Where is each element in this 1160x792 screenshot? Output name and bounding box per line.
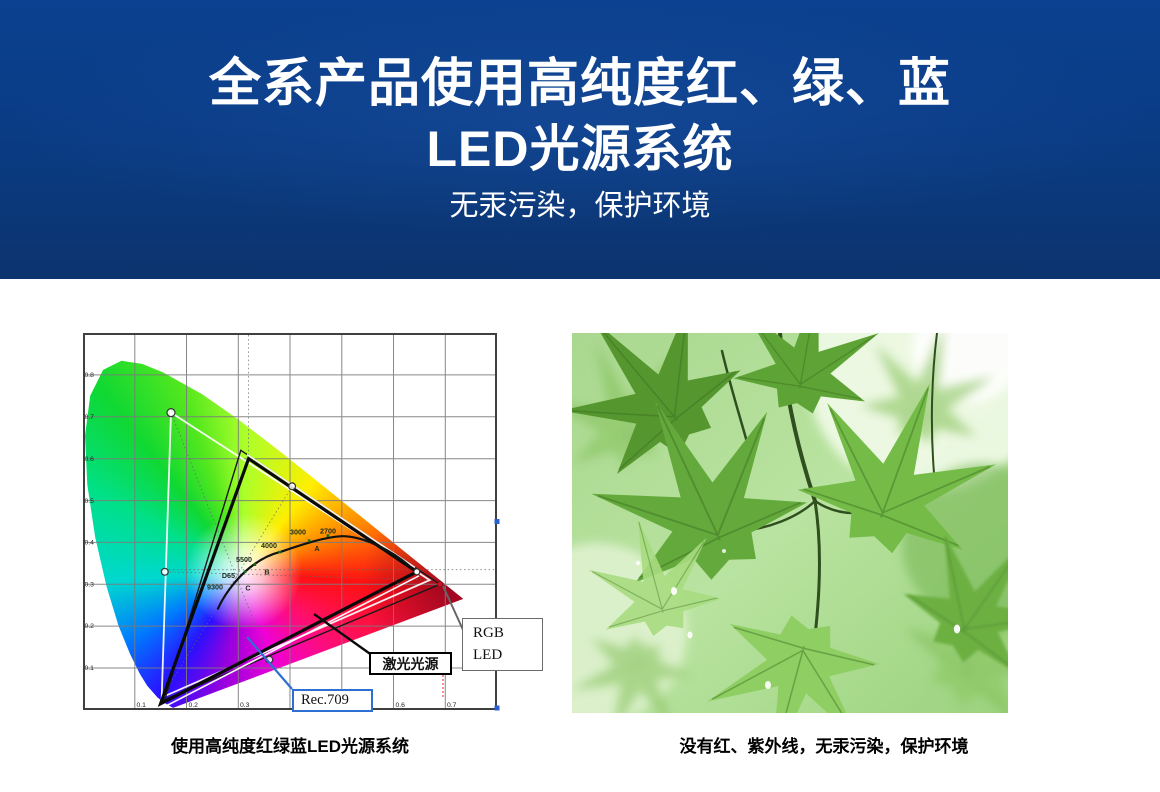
rgb-led-label-line2: LED bbox=[473, 646, 503, 663]
x-tick: 0.2 bbox=[189, 702, 199, 709]
curve-label: B bbox=[264, 568, 269, 577]
curve-label: D65 bbox=[222, 571, 235, 580]
curve-label: A bbox=[314, 544, 319, 553]
water-drop bbox=[722, 549, 726, 553]
construction-dashed-lines bbox=[160, 335, 497, 698]
y-tick: 0.2 bbox=[85, 623, 95, 630]
curve-label: 9300 bbox=[207, 583, 223, 592]
marker-green-vertex bbox=[166, 407, 176, 418]
laser-source-label-box: 激光光源 bbox=[369, 652, 452, 675]
y-tick: 0.6 bbox=[85, 456, 95, 463]
marker-left-edge bbox=[160, 567, 169, 576]
marker-rgb-red-vertex bbox=[436, 581, 444, 588]
x-tick: 0.1 bbox=[137, 702, 147, 709]
selection-handle-corner bbox=[494, 705, 500, 711]
water-drop bbox=[671, 587, 677, 595]
page-subtitle: 无汞污染，保护环境 bbox=[449, 190, 711, 222]
rec709-leader-line bbox=[246, 636, 293, 690]
page-title-line1: 全系产品使用高纯度红、绿、蓝 bbox=[208, 55, 951, 113]
planckian-labels: 9300 D65 C 5500 B 4000 3000 2700 A bbox=[207, 527, 336, 593]
chromaticity-diagram-figure: 9300 D65 C 5500 B 4000 3000 2700 A 0.8 0… bbox=[83, 333, 545, 718]
curve-label: 5500 bbox=[236, 555, 252, 564]
y-tick: 0.8 bbox=[85, 372, 95, 379]
rec709-label: Rec.709 bbox=[301, 692, 349, 708]
curve-label: 2700 bbox=[320, 527, 336, 536]
water-drop bbox=[765, 681, 771, 689]
y-tick: 0.4 bbox=[85, 540, 95, 547]
x-tick: 0.6 bbox=[396, 702, 406, 709]
laser-triangle-highlight bbox=[162, 453, 420, 709]
laser-gamut-triangle bbox=[157, 456, 420, 707]
chart-overlay: 9300 D65 C 5500 B 4000 3000 2700 A 0.8 0… bbox=[83, 333, 500, 711]
y-tick: 0.7 bbox=[85, 414, 95, 421]
laser-source-label: 激光光源 bbox=[382, 655, 439, 672]
marker-laser-red-vertex bbox=[413, 568, 421, 576]
y-tick: 0.1 bbox=[85, 665, 95, 672]
page-title-line2: LED光源系统 bbox=[426, 121, 734, 177]
curve-label: C bbox=[245, 584, 250, 593]
water-drop bbox=[635, 560, 641, 566]
curve-label: 4000 bbox=[261, 541, 277, 550]
rec709-label-box: Rec.709 bbox=[292, 689, 373, 712]
marker-upper-edge bbox=[288, 482, 297, 491]
curve-label: 3000 bbox=[290, 528, 306, 537]
rgb-led-leader-line bbox=[442, 585, 465, 633]
water-drops bbox=[635, 549, 961, 689]
rgb-led-label-line1: RGB bbox=[473, 624, 504, 641]
curve-point-markers bbox=[243, 534, 330, 574]
water-drop bbox=[953, 624, 961, 634]
y-axis-ticks: 0.8 0.7 0.6 0.5 0.4 0.3 0.2 0.1 bbox=[85, 372, 95, 672]
y-tick: 0.5 bbox=[85, 498, 95, 505]
water-drop bbox=[687, 631, 693, 639]
maple-leaves-photo bbox=[572, 333, 1008, 713]
leaves-illustration bbox=[572, 333, 1008, 713]
left-caption: 使用高纯度红绿蓝LED光源系统 bbox=[171, 737, 409, 756]
x-tick: 0.7 bbox=[447, 702, 457, 709]
grid-lines bbox=[83, 333, 497, 710]
header-banner: 全系产品使用高纯度红、绿、蓝 LED光源系统 无汞污染，保护环境 bbox=[0, 0, 1160, 279]
right-caption: 没有红、紫外线，无汞污染，保护环境 bbox=[679, 737, 969, 756]
y-tick: 0.3 bbox=[85, 582, 95, 589]
x-tick: 0.3 bbox=[240, 702, 250, 709]
laser-leader-line bbox=[313, 613, 372, 656]
rgb-led-label-box: RGB LED bbox=[462, 618, 543, 671]
selection-handle-right bbox=[494, 519, 500, 524]
